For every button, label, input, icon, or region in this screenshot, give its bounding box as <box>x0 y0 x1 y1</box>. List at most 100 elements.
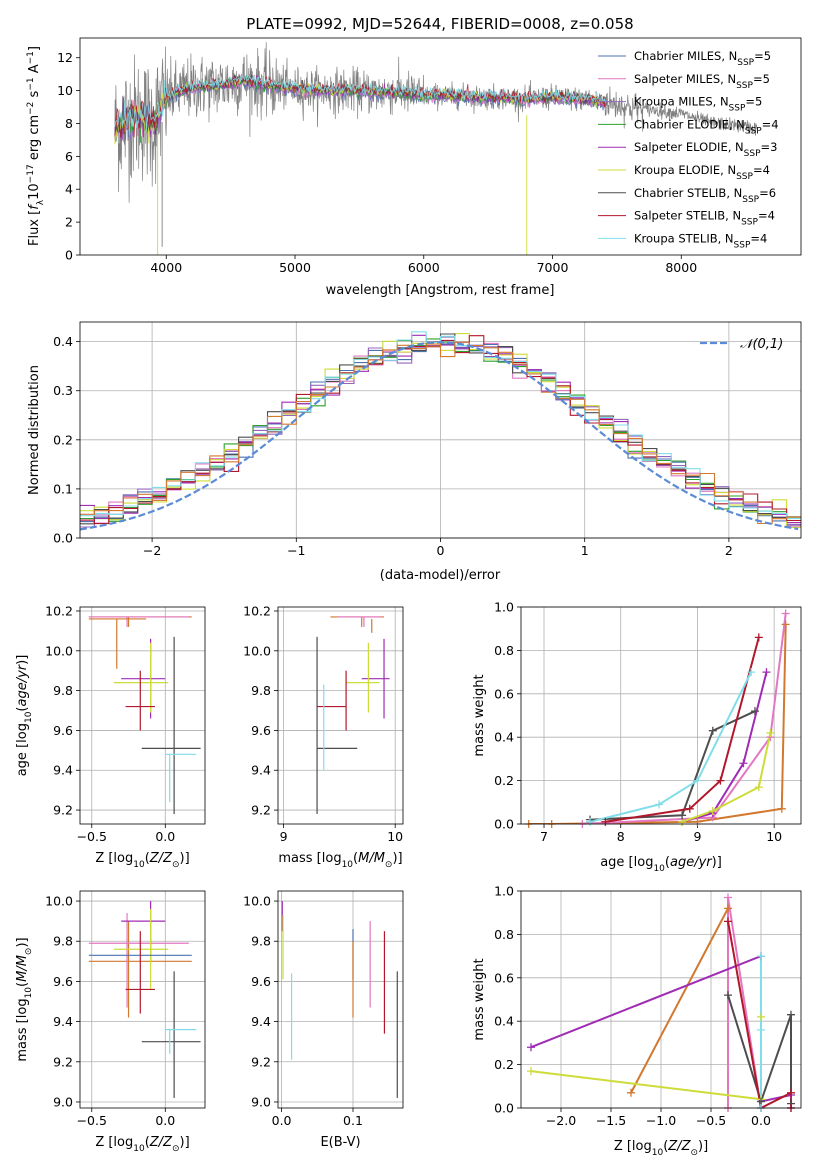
plot-area <box>80 331 801 531</box>
y-tick-label: 0.4 <box>53 334 73 349</box>
y-tick-label: 9.6 <box>251 974 271 989</box>
series-marker <box>747 668 756 677</box>
y-tick-label: 0.8 <box>494 927 514 942</box>
x-tick-label: 5000 <box>279 260 311 275</box>
y-tick-label: 9.2 <box>251 803 271 818</box>
plot-area <box>88 616 201 815</box>
plot-area <box>316 616 390 815</box>
normal-curve <box>80 341 799 531</box>
y-tick-label: 10.0 <box>243 894 271 909</box>
x-tick-label: 7 <box>540 829 548 844</box>
x-tick-label: −0.5 <box>696 1113 726 1128</box>
y-tick-label: 9.2 <box>251 1054 271 1069</box>
y-tick-label: 9.2 <box>53 1054 73 1069</box>
axes-mass-weight-vs-age: 7 8 9 10 0.0 0.2 0.4 0.6 0.8 1.0 age [log10(age/yr… <box>472 600 802 874</box>
y-tick-label: 0.0 <box>494 817 514 832</box>
x-tick-label: 0.0 <box>155 829 175 844</box>
series-line <box>727 921 792 1108</box>
y-axis-label: mass weight <box>472 674 487 756</box>
legend-label: 𝒩(0,1) <box>740 337 783 352</box>
y-tick-label: 9.6 <box>53 974 73 989</box>
x-tick-label: −2.0 <box>546 1113 576 1128</box>
y-tick-label: 0 <box>65 248 73 263</box>
series-marker <box>739 759 748 768</box>
figure-title: PLATE=0992, MJD=52644, FIBERID=0008, z=0… <box>246 15 633 33</box>
y-tick-label: 9.8 <box>53 683 73 698</box>
series-marker <box>757 952 765 961</box>
plot-area <box>528 613 787 824</box>
legend-label: Chabrier ELODIE, NSSP=4 <box>634 117 779 136</box>
y-tick-label: 9.0 <box>53 1094 73 1109</box>
axes-frame <box>79 890 206 1109</box>
y-axis-label: Flux [fλ10−17 erg cm−2 s−1 A−1] <box>26 46 46 246</box>
axes-frame <box>520 890 802 1109</box>
y-tick-label: 9.4 <box>53 1014 73 1029</box>
series-marker <box>678 811 687 820</box>
plot-area <box>114 42 758 255</box>
y-axis-label: mass [log10(M/M⊙)] <box>15 937 34 1061</box>
axes-frame <box>277 606 404 825</box>
x-tick-label: 7000 <box>537 260 569 275</box>
series-line <box>630 907 729 1108</box>
y-tick-label: 10.2 <box>45 603 73 618</box>
x-tick-label: 1 <box>581 543 589 558</box>
x-tick-label: 9 <box>280 829 288 844</box>
histogram-step <box>80 331 801 520</box>
series-line <box>681 671 768 823</box>
axes-mass-vs-EBV: 0.0 0.1 9.0 9.2 9.4 9.6 9.8 10.0 E(B-V) <box>243 890 404 1150</box>
y-tick-label: 2 <box>65 215 73 230</box>
series-marker <box>693 817 702 826</box>
x-axis-label: Z [log10(Z/Z⊙)] <box>95 1135 189 1154</box>
y-tick-label: 9.4 <box>251 1014 271 1029</box>
series-marker <box>693 776 702 785</box>
axes-frame <box>520 606 802 825</box>
series-marker <box>724 991 732 1000</box>
axes-frame <box>79 321 802 539</box>
axes-age-vs-mass: 9 10 9.2 9.4 9.6 9.8 10.0 10.2 mass [log10(M/M⊙)… <box>243 603 404 870</box>
y-axis-label: Normed distribution <box>27 365 42 495</box>
series-marker <box>527 1043 535 1052</box>
model-line <box>114 73 607 136</box>
y-tick-label: 6 <box>65 149 73 164</box>
x-tick-label: 9 <box>693 829 701 844</box>
y-tick-label: 9.0 <box>251 1094 271 1109</box>
series-marker <box>750 707 759 716</box>
y-tick-label: 0.6 <box>494 970 514 985</box>
y-tick-label: 9.8 <box>53 934 73 949</box>
series-marker <box>781 609 790 618</box>
series-line <box>727 994 792 1105</box>
series-marker <box>527 1067 535 1076</box>
series-line <box>589 671 752 823</box>
legend-label: Chabrier MILES, NSSP=5 <box>634 49 771 68</box>
series-line <box>589 710 756 821</box>
x-tick-label: −1 <box>287 543 305 558</box>
x-tick-label: 0.0 <box>272 1113 292 1128</box>
y-tick-label: 0.2 <box>494 773 514 788</box>
x-tick-label: 2 <box>725 543 733 558</box>
legend-label: Kroupa STELIB, NSSP=4 <box>634 231 767 250</box>
x-tick-label: 0 <box>437 543 445 558</box>
axes-spectrum: 4000 5000 6000 7000 8000 0 2 4 6 8 10 12 Chabrier MI… <box>26 37 802 298</box>
legend: Chabrier MILES, NSSP=5 Salpeter MILES, NS… <box>598 49 779 250</box>
y-tick-label: 10.0 <box>45 643 73 658</box>
x-tick-label: 6000 <box>408 260 440 275</box>
x-tick-label: 0.0 <box>155 1113 175 1128</box>
series-marker <box>766 728 775 737</box>
y-tick-label: 0.4 <box>494 1014 514 1029</box>
series-marker <box>757 1025 765 1034</box>
y-tick-label: 9.6 <box>53 723 73 738</box>
y-tick-label: 10.2 <box>243 603 271 618</box>
legend-label: Chabrier STELIB, NSSP=6 <box>634 186 776 205</box>
series-marker <box>754 783 763 792</box>
legend-label: Salpeter MILES, NSSP=5 <box>634 72 770 91</box>
series-marker <box>708 806 717 815</box>
y-axis-label: age [log10(age/yr)] <box>15 655 34 777</box>
y-tick-label: 0.2 <box>53 432 73 447</box>
series-marker <box>708 726 717 735</box>
series-marker <box>787 1010 795 1019</box>
series-marker <box>724 904 732 913</box>
axes-frame <box>79 37 802 256</box>
series-marker <box>601 817 610 826</box>
